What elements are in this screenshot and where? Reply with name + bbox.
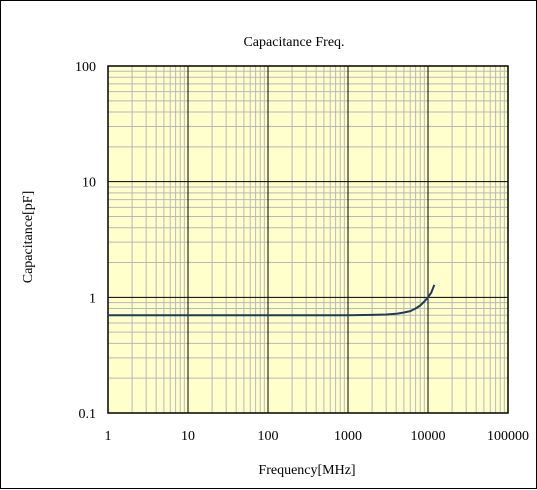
x-tick-label: 100000 xyxy=(487,429,529,444)
y-tick-label: 1 xyxy=(89,291,96,306)
y-tick-label: 10 xyxy=(82,176,96,191)
plot-background xyxy=(108,66,508,413)
x-tick-label: 1 xyxy=(105,429,112,444)
y-axis-label: Capacitance[pF] xyxy=(21,191,36,284)
x-tick-label: 1000 xyxy=(334,429,362,444)
x-tick-label: 100 xyxy=(258,429,279,444)
chart-title: Capacitance Freq. xyxy=(243,35,344,50)
plot-area: 0.1 1 10 100 1 10 100 1000 10000 100000 xyxy=(75,60,529,444)
y-tick-label: 100 xyxy=(75,60,96,75)
x-tick-label: 10 xyxy=(181,429,195,444)
plot-border xyxy=(107,65,509,414)
series-line xyxy=(108,284,436,317)
x-axis-label: Frequency[MHz] xyxy=(258,463,355,478)
x-tick-label: 10000 xyxy=(411,429,446,444)
y-tick-label: 0.1 xyxy=(79,407,97,422)
